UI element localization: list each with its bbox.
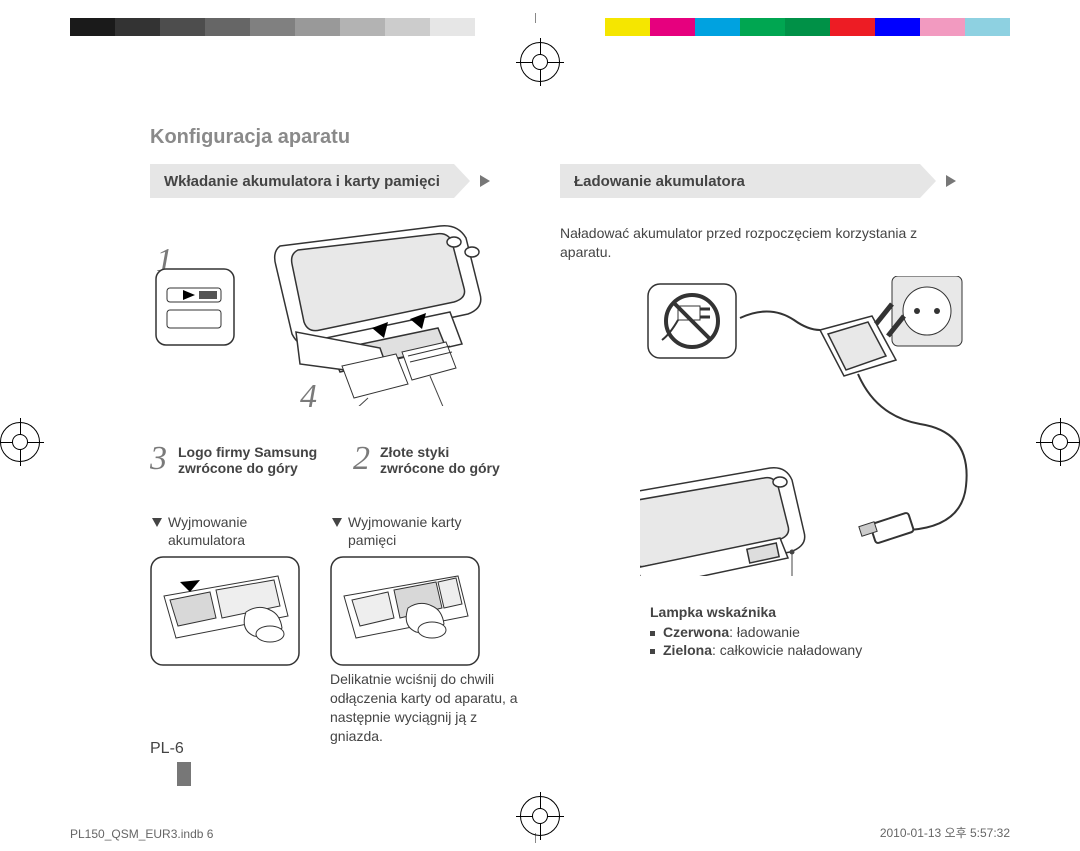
section-banner-charge: Ładowanie akumulatora bbox=[560, 164, 960, 198]
latch-inset-illustration bbox=[155, 268, 235, 346]
banner-label: Ładowanie akumulatora bbox=[560, 164, 920, 198]
lamp-heading: Lampka wskaźnika bbox=[650, 604, 862, 620]
thumb-tab bbox=[177, 762, 191, 786]
charging-setup-illustration bbox=[640, 276, 1000, 576]
step-number-4: 4 bbox=[300, 378, 317, 416]
registration-mark bbox=[1036, 418, 1080, 466]
camera-open-illustration bbox=[240, 216, 500, 406]
footer-filename: PL150_QSM_EUR3.indb 6 bbox=[70, 827, 213, 841]
registration-mark bbox=[516, 792, 564, 840]
continue-icon bbox=[946, 175, 956, 187]
crop-mark bbox=[535, 13, 536, 23]
charge-intro: Naładować akumulator przed rozpoczęciem … bbox=[560, 224, 940, 262]
card-orientation-label: Złote styki zwrócone do góry bbox=[380, 444, 500, 476]
remove-battery-illustration bbox=[150, 556, 300, 666]
page-title: Konfiguracja aparatu bbox=[150, 126, 350, 149]
indicator-lamp-legend: Lampka wskaźnika Czerwona: ładowanie Zie… bbox=[650, 604, 862, 658]
section-banner-insert: Wkładanie akumulatora i karty pamięci bbox=[150, 164, 490, 198]
battery-orientation-label: Logo firmy Samsung zwrócone do góry bbox=[178, 444, 317, 476]
down-triangle-icon bbox=[152, 518, 162, 527]
registration-mark bbox=[516, 38, 564, 86]
card-remove-note: Delikatnie wciśnij do chwili odłączenia … bbox=[330, 670, 530, 746]
remove-card-label: Wyjmowanie karty pamięci bbox=[332, 514, 461, 550]
registration-mark bbox=[0, 418, 44, 466]
footer-timestamp: 2010-01-13 오후 5:57:32 bbox=[880, 824, 1010, 841]
remove-card-illustration bbox=[330, 556, 480, 666]
remove-battery-label: Wyjmowanie akumulatora bbox=[152, 514, 247, 550]
continue-icon bbox=[480, 175, 490, 187]
step-number-2: 2 bbox=[353, 440, 370, 478]
print-colorbar bbox=[70, 18, 1010, 36]
page-number: PL-6 bbox=[150, 740, 184, 758]
down-triangle-icon bbox=[332, 518, 342, 527]
banner-label: Wkładanie akumulatora i karty pamięci bbox=[150, 164, 454, 198]
step-number-3: 3 bbox=[150, 440, 167, 478]
